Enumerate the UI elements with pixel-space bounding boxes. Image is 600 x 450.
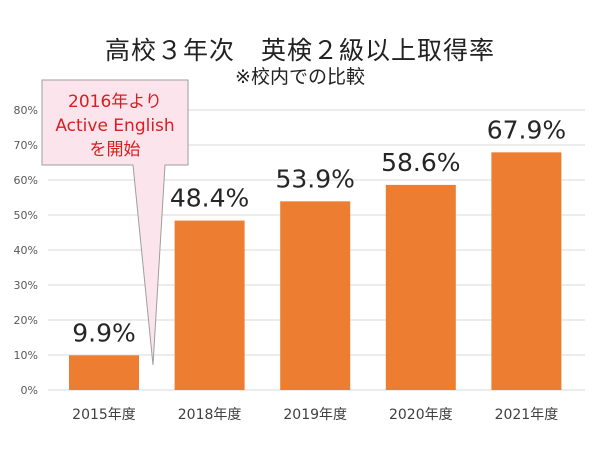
callout-line-3: を開始 (89, 140, 141, 160)
bar (69, 355, 139, 390)
bar (174, 220, 245, 390)
data-label: 53.9% (275, 164, 354, 193)
y-tick-label: 60% (14, 174, 38, 187)
data-label: 67.9% (487, 115, 566, 144)
y-tick-label: 30% (14, 279, 38, 292)
callout-line-1: 2016年より (68, 92, 162, 112)
callout-annotation: 2016年より Active English を開始 (47, 90, 183, 162)
y-tick-label: 70% (14, 139, 38, 152)
data-label: 48.4% (170, 184, 249, 213)
chart-subtitle: ※校内での比較 (235, 66, 365, 88)
bar (280, 201, 351, 390)
chart-title: 高校３年次 英検２級以上取得率 (104, 36, 495, 65)
x-tick-label: 2015年度 (72, 407, 136, 423)
value-labels: 9.9% 48.4% 53.9% 58.6% 67.9% (72, 115, 566, 347)
x-tick-label: 2021年度 (495, 407, 559, 423)
bar (385, 184, 456, 390)
data-label: 58.6% (381, 148, 460, 177)
y-tick-label: 50% (14, 209, 38, 222)
y-tick-label: 10% (14, 349, 38, 362)
bar (491, 152, 562, 390)
bars (69, 152, 562, 390)
y-tick-label: 20% (14, 314, 38, 327)
x-tick-label: 2020年度 (389, 407, 453, 423)
data-label: 9.9% (72, 318, 136, 347)
y-tick-label: 0% (21, 384, 38, 397)
x-tick-label: 2018年度 (178, 407, 242, 423)
callout-line-2: Active English (55, 116, 175, 136)
y-tick-label: 80% (14, 104, 38, 117)
y-axis-ticks: 0% 10% 20% 30% 40% 50% 60% 70% 80% (14, 104, 38, 397)
x-tick-label: 2019年度 (283, 407, 347, 423)
x-axis-ticks: 2015年度 2018年度 2019年度 2020年度 2021年度 (72, 407, 558, 423)
y-tick-label: 40% (14, 244, 38, 257)
callout-box (41, 79, 189, 366)
